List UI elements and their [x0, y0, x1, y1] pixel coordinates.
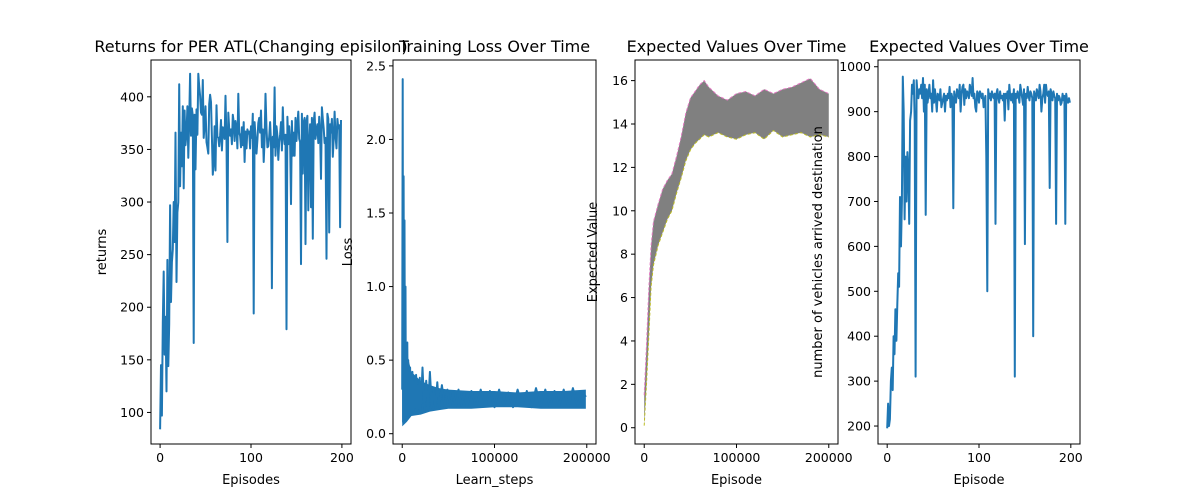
x-tick-label: 200000: [805, 450, 853, 465]
x-axis-label: Learn_steps: [456, 473, 534, 488]
y-tick-label: 8: [620, 247, 628, 262]
y-axis-label: Loss: [341, 238, 356, 267]
y-tick-label: 14: [612, 117, 628, 132]
series-line-0: [159, 72, 342, 430]
subplot-expected-values: 0 100000 200000 0 2 4 6 8 10 12 14 16 Expected Value…: [586, 37, 853, 488]
y-tick-label: 1.5: [366, 206, 386, 221]
y-tick-label: 250: [120, 247, 144, 262]
y-tick-label: 700: [847, 194, 871, 209]
y-axis-label: Expected Value: [586, 202, 601, 302]
x-tick-label: 100000: [713, 450, 761, 465]
y-tick-label: 0.0: [366, 426, 386, 441]
x-axis-label: Episodes: [222, 473, 280, 488]
y-tick-label: 12: [612, 160, 628, 175]
y-tick-label: 200: [847, 419, 871, 434]
y-tick-label: 350: [120, 142, 144, 157]
x-tick-label: 200000: [563, 450, 611, 465]
x-tick-label: 100000: [471, 450, 519, 465]
y-tick-label: 300: [120, 195, 144, 210]
x-tick-label: 0: [156, 450, 164, 465]
subplot-vehicles-arrived: 0 100 200 200 300 400 500 600 700 800 900 1000 Expec…: [811, 37, 1089, 488]
y-tick-label: 500: [847, 284, 871, 299]
chart-title: Expected Values Over Time: [627, 37, 847, 56]
y-tick-label: 400: [120, 89, 144, 104]
chart-title: Returns for PER ATL(Changing episilon): [94, 37, 407, 56]
subplot-returns: 0 100 200 100 150 200 250 300 350 400 Returns for …: [94, 37, 407, 488]
x-axis-label: Episode: [711, 473, 762, 488]
y-tick-label: 1000: [839, 59, 871, 74]
y-tick-label: 150: [120, 352, 144, 367]
y-tick-label: 2: [620, 377, 628, 392]
y-tick-label: 900: [847, 104, 871, 119]
y-tick-label: 6: [620, 290, 628, 305]
x-tick-label: 100: [967, 450, 991, 465]
subplot-training-loss: 0 100000 200000 0.0 0.5 1.0 1.5 2.0 2.5 Training …: [341, 37, 611, 488]
chart-title: Training Loss Over Time: [398, 37, 590, 56]
y-axis-label: returns: [95, 229, 110, 276]
expected-value-lower-edge: [643, 129, 829, 426]
y-tick-label: 16: [612, 73, 628, 88]
x-tick-label: 200: [1059, 450, 1083, 465]
y-tick-label: 300: [847, 374, 871, 389]
y-tick-label: 600: [847, 239, 871, 254]
y-tick-label: 1.0: [366, 279, 386, 294]
x-tick-label: 100: [239, 450, 263, 465]
series-line-0: [886, 75, 1071, 429]
y-tick-label: 0.5: [366, 353, 386, 368]
x-axis-label: Episode: [953, 473, 1004, 488]
y-tick-label: 2.0: [366, 132, 386, 147]
x-tick-label: 0: [640, 450, 648, 465]
x-tick-label: 0: [398, 450, 406, 465]
y-tick-label: 800: [847, 149, 871, 164]
y-axis-label: number of vehicles arrived destination: [811, 126, 826, 378]
expected-value-band: [644, 78, 829, 426]
y-tick-label: 0: [620, 420, 628, 435]
chart-title: Expected Values Over Time: [869, 37, 1089, 56]
y-tick-label: 2.5: [366, 58, 386, 73]
x-tick-label: 200: [330, 450, 354, 465]
y-tick-label: 200: [120, 300, 144, 315]
series-line-0: [401, 78, 587, 423]
y-tick-label: 10: [612, 203, 628, 218]
expected-value-upper-edge: [643, 77, 830, 396]
y-tick-label: 100: [120, 405, 144, 420]
y-tick-label: 400: [847, 329, 871, 344]
y-tick-label: 4: [620, 333, 628, 348]
x-tick-label: 0: [883, 450, 891, 465]
